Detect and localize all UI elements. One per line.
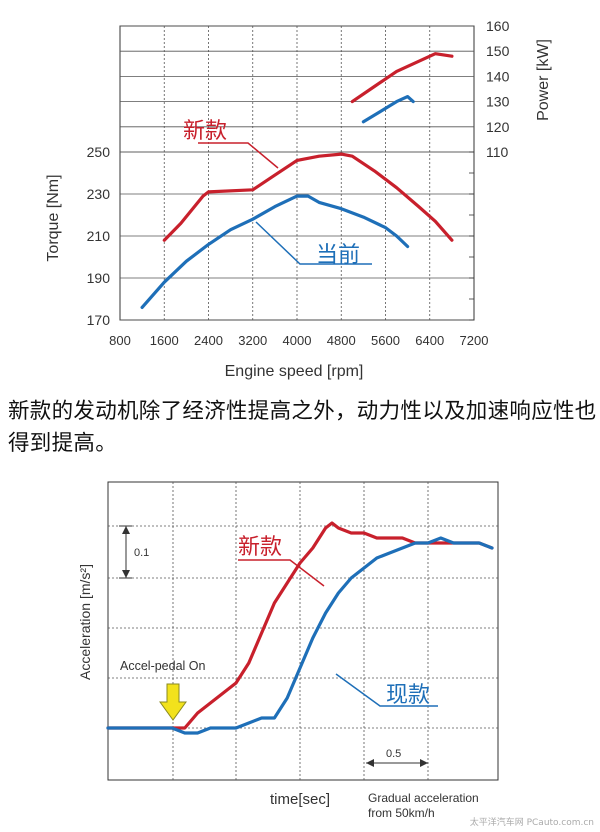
- caption-text: 新款的发动机除了经济性提高之外，动力性以及加速响应性也得到提高。: [8, 399, 597, 456]
- x-tick-label: 5600: [371, 333, 400, 348]
- annotation-new-leader: [198, 142, 279, 169]
- annotation-current-leader: [335, 673, 438, 707]
- time-scale-marker: 0.5: [366, 748, 428, 767]
- y2-axis-label: Power [kW]: [535, 39, 552, 121]
- svg-text:0.5: 0.5: [386, 748, 401, 760]
- y2-tick-label: 160: [486, 18, 510, 34]
- y-tick-label: 210: [87, 228, 111, 244]
- x-tick-label: 6400: [415, 333, 444, 348]
- note-from-speed: from 50km/h: [368, 806, 435, 820]
- y-axis-label: Torque [Nm]: [45, 174, 62, 261]
- y2-tick-label: 150: [486, 43, 510, 59]
- x-tick-label: 7200: [460, 333, 489, 348]
- annotation-current: 现款: [386, 683, 430, 708]
- annotation-new: 新款: [238, 535, 282, 560]
- x-tick-label: 3200: [238, 333, 267, 348]
- x-tick-label: 4000: [283, 333, 312, 348]
- plot-frame: [107, 481, 499, 781]
- y-tick-label: 170: [87, 312, 111, 328]
- series-group: [140, 52, 454, 309]
- note-accel-pedal-on: Accel-pedal On: [120, 659, 206, 673]
- series-group: [106, 521, 494, 735]
- x-tick-label: 800: [109, 333, 131, 348]
- x-axis-label: Engine speed [rpm]: [225, 363, 364, 380]
- series-line-new: [106, 521, 494, 730]
- annotation-new: 新款: [183, 119, 227, 144]
- svg-text:0.1: 0.1: [134, 547, 149, 559]
- x-tick-label: 2400: [194, 333, 223, 348]
- grid-lines: [120, 25, 474, 321]
- annotation-new-leader: [238, 559, 325, 587]
- grid-lines: [108, 482, 498, 780]
- series-line-torque-new: [162, 152, 454, 242]
- annotation-current-leader: [255, 221, 372, 265]
- y2-tick-labels: 110 120 130 140 150 160: [486, 18, 510, 160]
- watermark: 太平洋汽车网 PCauto.com.cn: [469, 818, 594, 828]
- y2-tick-label: 130: [486, 94, 510, 110]
- acceleration-scale-marker: 0.1: [119, 525, 149, 579]
- series-line-power-current: [361, 94, 415, 124]
- acceleration-chart: Acceleration [m/s²] time[sec] Gradual ac…: [77, 481, 499, 820]
- series-line-power-new: [350, 52, 454, 104]
- plot-area: 800 1600 2400 3200 4000 4800 5600 6400 7200 1701…: [87, 18, 510, 348]
- x-tick-label: 1600: [150, 333, 179, 348]
- series-line-torque-current: [140, 194, 410, 309]
- y-tick-labels: 170 190 210 230 250: [87, 144, 111, 328]
- series-line-current: [106, 536, 494, 735]
- x-tick-label: 4800: [327, 333, 356, 348]
- accel-pedal-arrow-icon: [159, 683, 187, 721]
- x-tick-labels: 800 1600 2400 3200 4000 4800 5600 6400 7200: [109, 333, 488, 348]
- y2-tick-label: 120: [486, 119, 510, 135]
- y2-tick-label: 110: [486, 144, 509, 160]
- torque-power-chart: 800 1600 2400 3200 4000 4800 5600 6400 7200 1701…: [45, 18, 552, 380]
- y-tick-label: 230: [87, 186, 111, 202]
- x-axis-label: time[sec]: [270, 791, 330, 808]
- y2-tick-label: 140: [486, 68, 510, 84]
- y-axis-label: Acceleration [m/s²]: [77, 564, 93, 680]
- note-gradual-acceleration: Gradual acceleration: [368, 791, 479, 805]
- y-tick-label: 250: [87, 144, 111, 160]
- y-tick-label: 190: [87, 270, 111, 286]
